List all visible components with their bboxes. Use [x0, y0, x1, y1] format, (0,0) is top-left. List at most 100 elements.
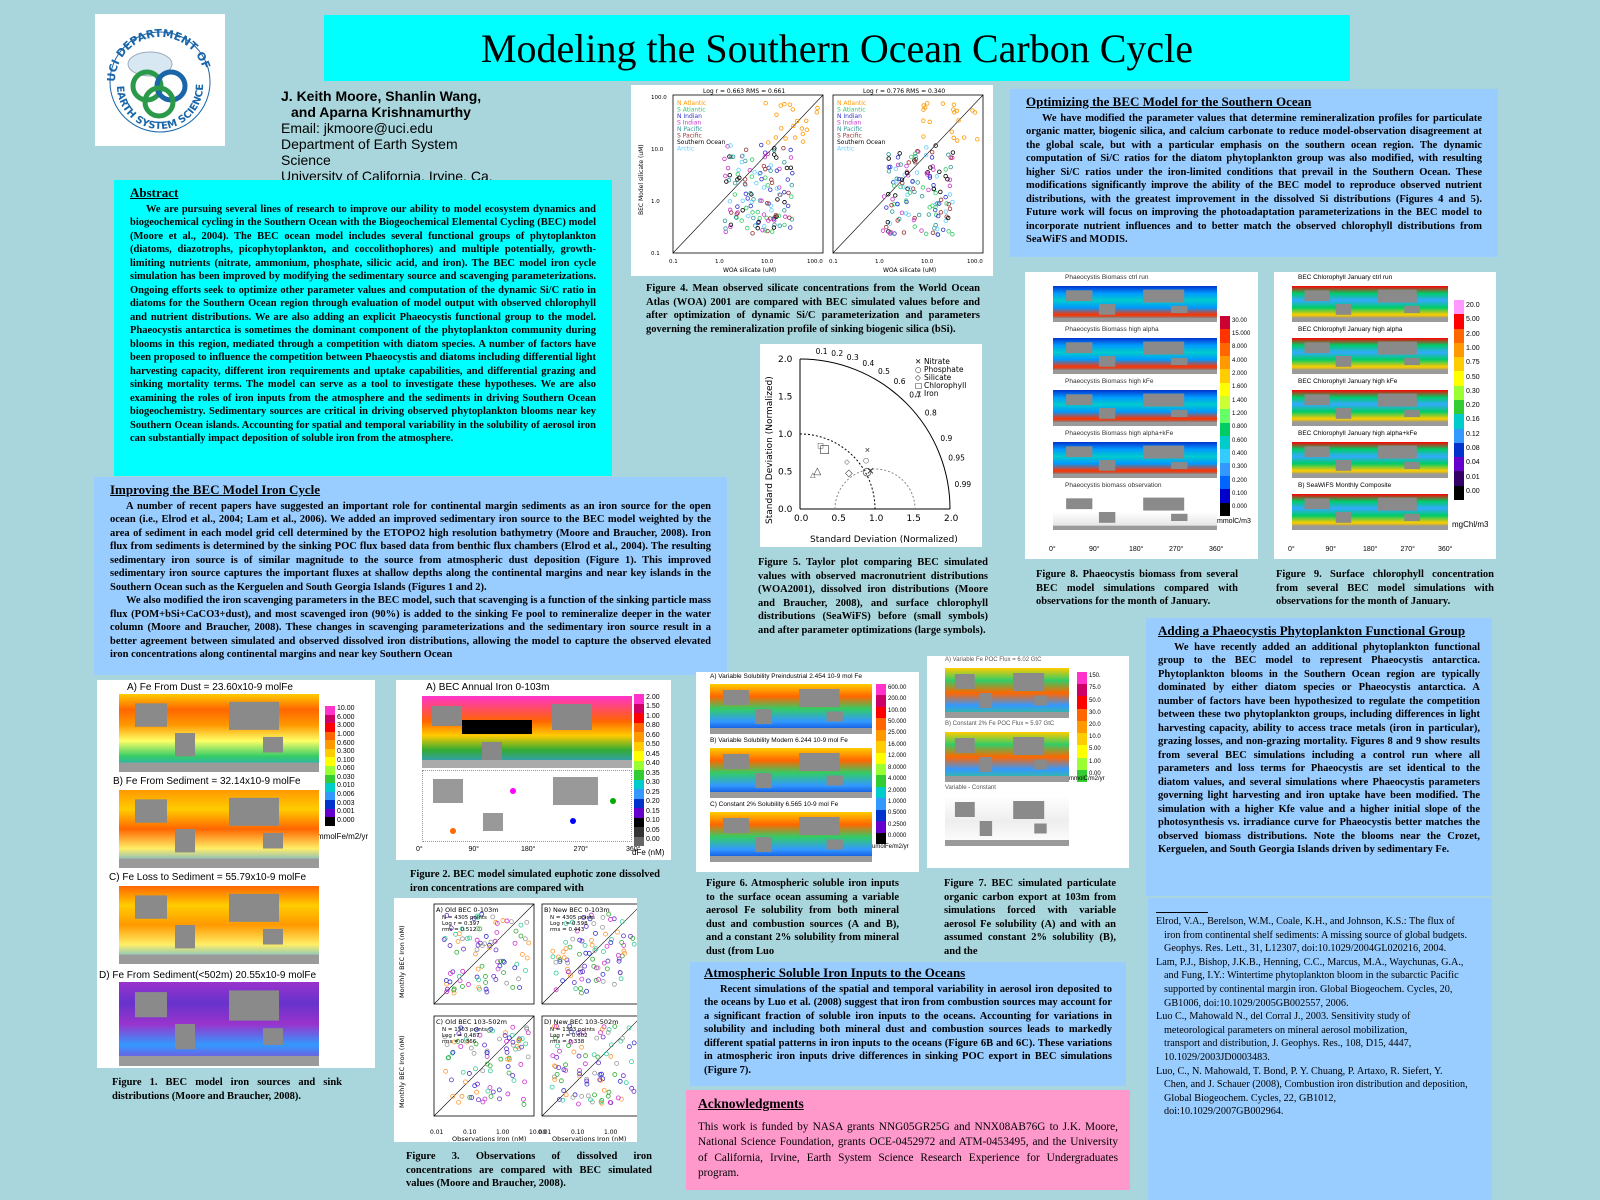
- fig1-panel-a-label: A) Fe From Dust = 23.60x10-9 molFe: [127, 682, 293, 693]
- data-point: [885, 219, 891, 225]
- data-point: [577, 937, 583, 943]
- data-point: [744, 205, 749, 211]
- data-point: [771, 225, 777, 230]
- data-point: [766, 218, 771, 223]
- fig4-caption: Figure 4. Mean observed silicate concent…: [646, 283, 980, 335]
- data-point: [804, 127, 810, 132]
- data-point: [935, 201, 940, 206]
- data-point: [475, 966, 481, 972]
- colorbar-swatch: [634, 760, 644, 770]
- data-point: [895, 218, 900, 223]
- colorbar-label: 1.00: [1466, 345, 1480, 352]
- fig9-map-4: [1292, 442, 1448, 478]
- data-point: [524, 919, 530, 925]
- data-point: [510, 1042, 516, 1048]
- data-point: [751, 197, 756, 202]
- colorbar-swatch: [1454, 357, 1464, 372]
- author-email: Email: jkmoore@uci.edu: [281, 120, 433, 136]
- data-point: [774, 168, 780, 173]
- data-point: [956, 118, 961, 123]
- data-point: [563, 921, 569, 927]
- data-point: [946, 201, 951, 207]
- data-point: [723, 173, 728, 179]
- data-point: [901, 230, 907, 235]
- data-point: [951, 135, 956, 141]
- x-tick-label: 1.0: [869, 514, 884, 524]
- data-point: [556, 1097, 562, 1102]
- data-point: [970, 108, 975, 113]
- iron-cycle-heading: Improving the BEC Model Iron Cycle: [110, 482, 321, 497]
- data-point: [608, 1054, 614, 1059]
- colorbar-swatch: [1220, 502, 1230, 516]
- data-point: [475, 1081, 480, 1087]
- data-point: [935, 232, 941, 237]
- data-point: [755, 209, 761, 215]
- data-point: [523, 1041, 529, 1047]
- data-point: [480, 1099, 486, 1105]
- legend-entry: Nitrate: [924, 357, 950, 366]
- colorbar-label: 0.75: [1466, 359, 1480, 367]
- colorbar-label: 0.20: [646, 798, 660, 806]
- y-tick-label: 10.0: [651, 147, 664, 153]
- reference-line: Chen, and J. Schauer (2008), Combustion …: [1164, 1079, 1468, 1091]
- data-point: [616, 958, 622, 964]
- data-point: [484, 1048, 490, 1054]
- data-point: [927, 119, 932, 125]
- colorbar-swatch: [876, 832, 886, 844]
- x-tick-label: 90°: [468, 846, 480, 853]
- data-point: [948, 164, 953, 170]
- data-point: [755, 226, 760, 231]
- data-point: [466, 982, 471, 987]
- data-point: [895, 202, 901, 207]
- y-tick-label: 1.5: [778, 393, 792, 403]
- fig9-caption: Figure 9. Surface chlorophyll concentrat…: [1276, 569, 1494, 607]
- data-point: [772, 222, 777, 227]
- references-section: Elrod, V.A., Berelson, W.M., Coale, K.H.…: [1148, 898, 1492, 1200]
- data-point: [464, 1039, 470, 1045]
- data-point: [888, 229, 893, 235]
- data-point: [505, 1091, 511, 1097]
- data-point: [483, 934, 489, 939]
- correlation-label: 0.2: [831, 349, 843, 358]
- fig9-panel-label: B) SeaWiFS Monthly Composite: [1298, 482, 1392, 489]
- data-point: [790, 170, 795, 176]
- data-point: [746, 213, 751, 219]
- colorbar-label: 0.16: [1466, 416, 1480, 424]
- colorbar-swatch: [1454, 371, 1464, 386]
- data-point: [909, 154, 914, 160]
- colorbar-swatch: [1454, 457, 1464, 472]
- data-point: [936, 201, 942, 206]
- x-tick-label: 0°: [1288, 546, 1295, 553]
- x-tick-label: 10.00: [529, 1129, 546, 1136]
- colorbar-swatch: [1220, 462, 1230, 476]
- data-point: [563, 939, 569, 945]
- data-point: [886, 192, 891, 197]
- data-point: [556, 1065, 562, 1071]
- colorbar-label: 0.400: [1232, 451, 1248, 457]
- data-point: [762, 166, 768, 172]
- data-point: [606, 1089, 612, 1095]
- data-point: [516, 1037, 522, 1043]
- fig1-colorbar: 10.00 6.000 3.000 1.000 0.600 0.300 0.100 0.060…: [325, 705, 373, 826]
- fig3-stat: rms = 0.512: [442, 927, 476, 933]
- colorbar-label: 0.003: [337, 799, 355, 807]
- colorbar-label: 5.00: [1089, 746, 1101, 753]
- colorbar-label: 4.000: [1232, 357, 1248, 364]
- data-point: [554, 1071, 560, 1077]
- colorbar-swatch: [634, 703, 644, 713]
- data-point: [460, 968, 466, 974]
- data-point: [577, 1071, 583, 1077]
- data-point: [576, 1053, 582, 1059]
- colorbar-swatch: [1220, 382, 1230, 396]
- colorbar-swatch: [325, 791, 335, 801]
- colorbar-label: 0.100: [337, 756, 355, 764]
- data-point: [754, 180, 759, 186]
- legend-entry: Arctic: [837, 146, 854, 153]
- data-point: [580, 1030, 586, 1035]
- data-point: [777, 185, 782, 190]
- data-point: [525, 1054, 531, 1060]
- data-point: [880, 228, 886, 233]
- data-point: [765, 183, 770, 188]
- data-point: [946, 152, 951, 157]
- colorbar-swatch: [1077, 745, 1087, 758]
